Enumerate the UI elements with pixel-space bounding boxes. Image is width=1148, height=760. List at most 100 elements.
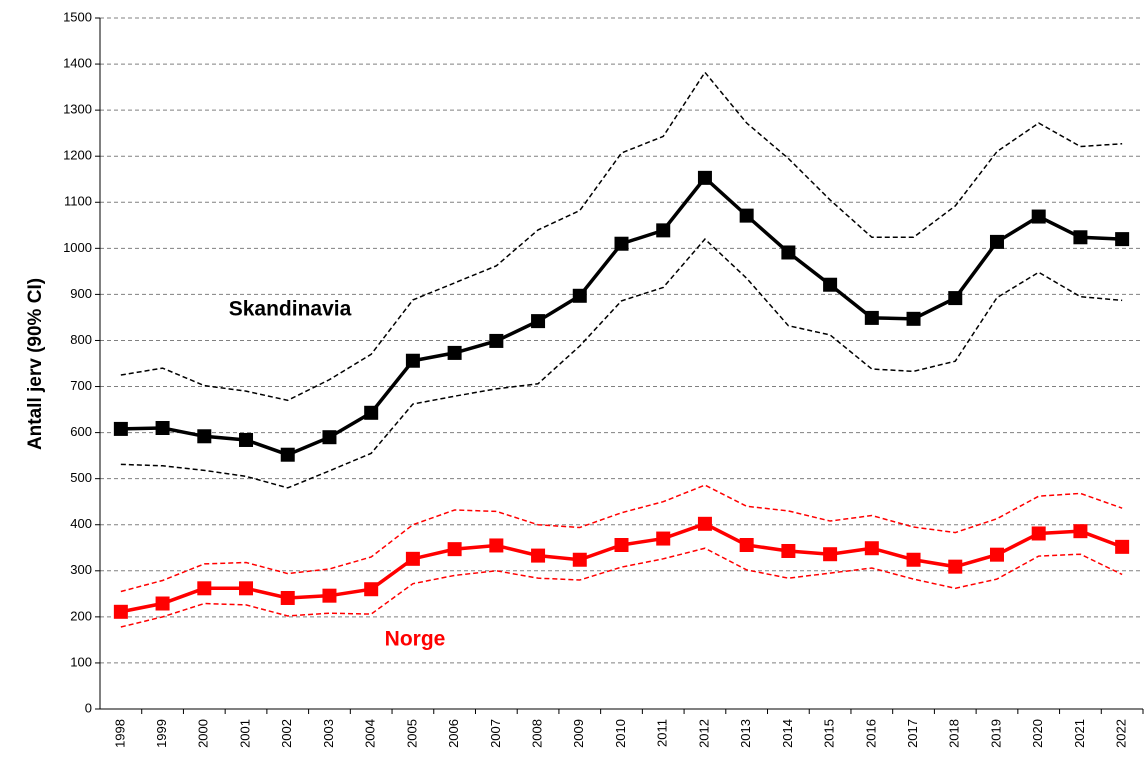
x-tick-label: 2011 bbox=[655, 719, 670, 747]
x-tick-label: 2013 bbox=[738, 719, 753, 748]
x-tick-label: 2001 bbox=[237, 719, 252, 748]
marker bbox=[489, 538, 504, 553]
marker bbox=[823, 547, 838, 562]
marker bbox=[155, 420, 170, 435]
marker bbox=[864, 541, 879, 556]
marker bbox=[531, 548, 546, 563]
marker bbox=[656, 531, 671, 546]
marker bbox=[989, 547, 1004, 562]
marker bbox=[239, 432, 254, 447]
marker bbox=[739, 538, 754, 553]
marker bbox=[1073, 524, 1088, 539]
marker bbox=[113, 604, 128, 619]
x-tick-label: 2022 bbox=[1114, 719, 1129, 748]
y-tick-label: 800 bbox=[70, 332, 92, 347]
x-tick-label: 2006 bbox=[446, 719, 461, 748]
marker bbox=[197, 429, 212, 444]
y-tick-label: 1400 bbox=[63, 56, 92, 71]
marker bbox=[155, 596, 170, 611]
x-tick-label: 2018 bbox=[947, 719, 962, 748]
series-line bbox=[120, 521, 1123, 614]
marker bbox=[948, 559, 963, 574]
x-tick-label: 2008 bbox=[529, 719, 544, 748]
marker bbox=[405, 551, 420, 566]
marker bbox=[614, 236, 629, 251]
marker bbox=[906, 552, 921, 567]
marker bbox=[656, 223, 671, 238]
marker bbox=[322, 430, 337, 445]
x-tick-label: 2003 bbox=[321, 719, 336, 748]
marker bbox=[1115, 232, 1130, 247]
y-tick-label: 600 bbox=[70, 424, 92, 439]
marker bbox=[197, 581, 212, 596]
marker bbox=[781, 245, 796, 260]
marker bbox=[531, 314, 546, 329]
marker bbox=[697, 170, 712, 185]
x-tick-label: 2016 bbox=[863, 719, 878, 748]
y-tick-label: 500 bbox=[70, 470, 92, 485]
marker bbox=[989, 234, 1004, 249]
x-tick-label: 2010 bbox=[613, 719, 628, 748]
x-tick-label: 1999 bbox=[154, 719, 169, 748]
marker bbox=[906, 311, 921, 326]
x-tick-label: 1998 bbox=[112, 719, 127, 748]
marker bbox=[447, 542, 462, 557]
marker bbox=[322, 588, 337, 603]
x-tick-label: 2012 bbox=[696, 719, 711, 748]
marker bbox=[364, 582, 379, 597]
y-tick-label: 700 bbox=[70, 378, 92, 393]
y-tick-label: 900 bbox=[70, 286, 92, 301]
marker bbox=[280, 447, 295, 462]
marker bbox=[364, 405, 379, 420]
marker bbox=[1115, 539, 1130, 554]
x-tick-label: 2004 bbox=[363, 719, 378, 748]
x-tick-label: 2014 bbox=[780, 719, 795, 748]
y-tick-label: 1300 bbox=[63, 102, 92, 117]
x-tick-label: 2021 bbox=[1072, 719, 1087, 748]
y-tick-label: 0 bbox=[85, 700, 92, 715]
y-tick-label: 100 bbox=[70, 654, 92, 669]
y-tick-label: 1100 bbox=[64, 194, 92, 209]
marker bbox=[489, 333, 504, 348]
marker bbox=[697, 516, 712, 531]
marker bbox=[1031, 209, 1046, 224]
x-tick-label: 2000 bbox=[196, 719, 211, 748]
marker bbox=[781, 543, 796, 558]
series-label: Norge bbox=[385, 628, 446, 651]
y-tick-label: 1500 bbox=[63, 9, 92, 24]
marker bbox=[113, 421, 128, 436]
series-label: Skandinavia bbox=[229, 298, 352, 321]
marker bbox=[864, 310, 879, 325]
marker bbox=[823, 277, 838, 292]
marker bbox=[280, 590, 295, 605]
y-tick-label: 1200 bbox=[63, 148, 92, 163]
marker bbox=[1073, 230, 1088, 245]
ci-lower-line bbox=[120, 547, 1123, 628]
x-tick-label: 2020 bbox=[1030, 719, 1045, 748]
y-tick-label: 300 bbox=[70, 562, 92, 577]
x-tick-label: 2015 bbox=[822, 719, 837, 748]
ci-lower-line bbox=[120, 238, 1123, 489]
x-tick-label: 2002 bbox=[279, 719, 294, 748]
x-tick-label: 2005 bbox=[404, 719, 419, 748]
ci-upper-line bbox=[120, 71, 1123, 402]
x-tick-label: 2019 bbox=[988, 719, 1003, 748]
x-tick-label: 2009 bbox=[571, 719, 586, 748]
marker bbox=[572, 552, 587, 567]
x-tick-label: 2017 bbox=[905, 719, 920, 748]
y-axis-label: Antall jerv (90% CI) bbox=[25, 278, 46, 450]
x-tick-label: 2007 bbox=[488, 719, 503, 748]
marker bbox=[948, 291, 963, 306]
marker bbox=[447, 345, 462, 360]
marker bbox=[614, 538, 629, 553]
marker bbox=[405, 353, 420, 368]
marker bbox=[572, 288, 587, 303]
marker bbox=[239, 581, 254, 596]
y-tick-label: 400 bbox=[70, 516, 92, 531]
y-tick-label: 1000 bbox=[63, 240, 92, 255]
ci-upper-line bbox=[120, 484, 1123, 593]
marker bbox=[739, 208, 754, 223]
marker bbox=[1031, 526, 1046, 541]
